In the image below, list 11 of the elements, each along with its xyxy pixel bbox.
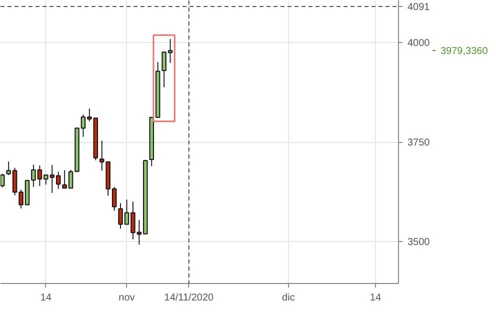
x-tick-label: 14 [40, 292, 52, 304]
y-tick-label: 4000 [408, 38, 430, 50]
y-tick-label: 3500 [408, 236, 430, 248]
text: 3979,3360 [440, 46, 488, 58]
ref-line-label: 4091 [408, 2, 430, 13]
x-tick-label: nov [118, 292, 135, 304]
y-tick-label: 3750 [408, 138, 430, 148]
x-tick-label: 14/11/2020 [164, 292, 214, 304]
candlestick [0, 173, 5, 188]
x-tick-label: dic [282, 292, 295, 304]
x-tick-label: 14 [370, 292, 382, 304]
